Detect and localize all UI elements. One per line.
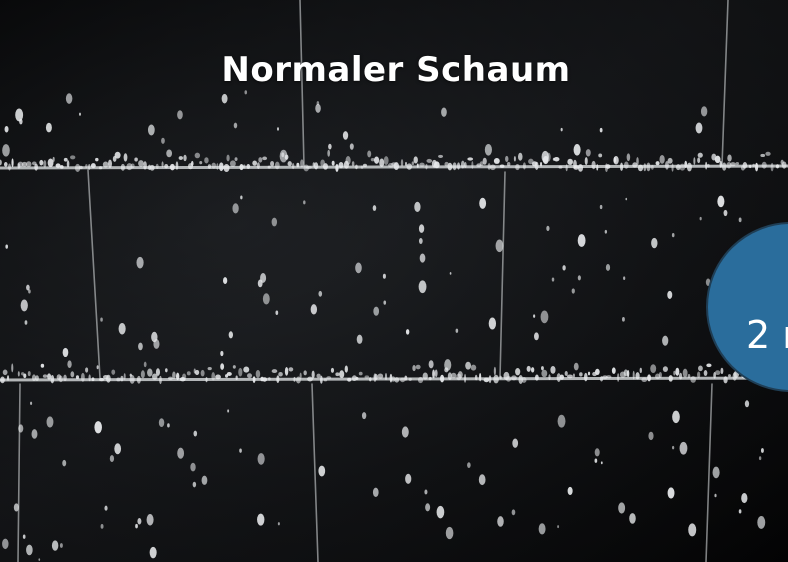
badge-label: 2 r	[746, 313, 788, 357]
photo-caption: Normaler Schaum	[221, 50, 571, 90]
